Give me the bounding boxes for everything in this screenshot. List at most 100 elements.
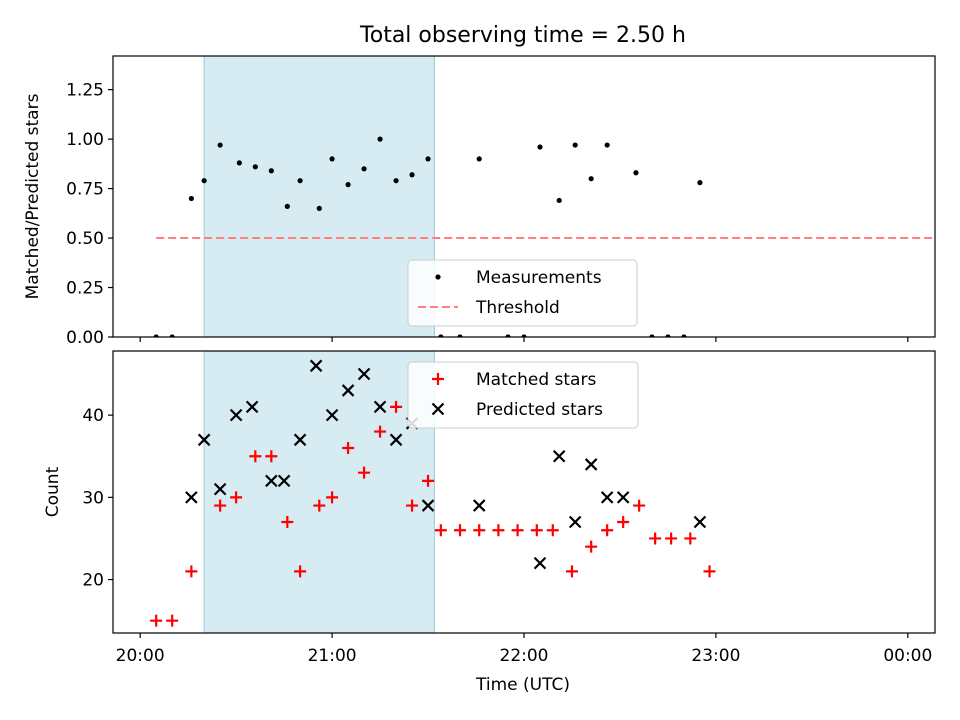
matched-star-point bbox=[565, 565, 578, 578]
matched-star-point bbox=[434, 524, 447, 537]
predicted-star-point bbox=[325, 408, 339, 422]
predicted-star-point bbox=[584, 458, 598, 471]
measurement-point bbox=[438, 334, 444, 337]
predicted-star-point bbox=[185, 491, 198, 504]
legend-box bbox=[407, 361, 639, 429]
predicted-star-point bbox=[421, 499, 435, 512]
measurement-point bbox=[284, 203, 290, 209]
predicted-star-point bbox=[197, 433, 211, 447]
matched-star-point bbox=[511, 524, 524, 537]
predicted-star-point bbox=[552, 449, 566, 463]
y-tick-label: 0.50 bbox=[66, 229, 104, 249]
predicted-star-point bbox=[600, 491, 614, 504]
y-tick-label: 0.75 bbox=[66, 180, 104, 200]
measurement-point bbox=[633, 170, 639, 176]
matched-star-point bbox=[185, 565, 198, 578]
matched-star-point bbox=[166, 614, 179, 627]
legend-marker-measurements bbox=[435, 274, 441, 280]
measurement-point bbox=[425, 156, 431, 162]
matched-star-point bbox=[294, 565, 307, 578]
legend-label-measurements: Measurements bbox=[476, 268, 602, 288]
x-tick-label: 23:00 bbox=[691, 646, 740, 666]
predicted-star-point bbox=[616, 491, 630, 504]
measurement-point bbox=[361, 166, 367, 172]
matched-star-point bbox=[601, 524, 614, 537]
matched-star-point bbox=[358, 466, 371, 479]
predicted-star-point bbox=[389, 433, 403, 447]
y-tick-label: 30 bbox=[82, 488, 104, 508]
measurement-point bbox=[236, 160, 242, 166]
matched-star-point bbox=[326, 491, 339, 504]
predicted-star-point bbox=[568, 515, 582, 529]
matched-star-point bbox=[454, 524, 467, 537]
y-tick-label: 0.25 bbox=[66, 279, 104, 299]
measurement-point bbox=[217, 142, 223, 148]
legend-label-threshold: Threshold bbox=[475, 298, 560, 318]
predicted-star-point bbox=[293, 433, 307, 447]
matched-star-point bbox=[649, 532, 662, 545]
matched-star-point bbox=[633, 499, 646, 512]
measurement-point bbox=[537, 144, 543, 150]
matched-star-point bbox=[684, 532, 697, 545]
measurement-point bbox=[649, 334, 655, 337]
measurement-point bbox=[697, 180, 703, 186]
measurement-point bbox=[588, 176, 594, 182]
x-tick-label: 00:00 bbox=[883, 646, 932, 666]
y-tick-label: 40 bbox=[82, 406, 104, 426]
matched-star-point bbox=[422, 474, 435, 487]
predicted-star-point bbox=[229, 408, 243, 422]
matched-star-point bbox=[265, 450, 278, 463]
measurement-point bbox=[409, 172, 415, 178]
predicted-star-point bbox=[265, 474, 278, 488]
y-axis-label: Count bbox=[43, 466, 63, 517]
chart-title: Total observing time = 2.50 h bbox=[359, 23, 686, 48]
matched-star-point bbox=[406, 499, 419, 512]
measurement-point bbox=[268, 168, 274, 174]
matched-star-point bbox=[150, 614, 163, 627]
matched-star-point bbox=[546, 524, 559, 537]
matched-star-point bbox=[230, 491, 243, 504]
measurement-point bbox=[329, 156, 335, 162]
measurement-point bbox=[297, 178, 303, 184]
legend-marker-predicted bbox=[431, 402, 445, 416]
matched-star-point bbox=[530, 524, 543, 537]
matched-star-point bbox=[214, 499, 227, 512]
predicted-star-point bbox=[533, 556, 547, 570]
measurement-point bbox=[521, 334, 527, 337]
matched-star-point bbox=[617, 516, 630, 529]
bottom-axes: 20304020:0021:0022:0023:0000:0001:0002:0… bbox=[43, 350, 936, 666]
measurement-point bbox=[393, 178, 399, 184]
matched-star-point bbox=[342, 442, 355, 455]
measurement-point bbox=[457, 334, 463, 337]
measurement-point bbox=[556, 197, 562, 204]
measurement-point bbox=[377, 136, 383, 142]
legend-label-matched: Matched stars bbox=[476, 370, 596, 390]
measurement-point bbox=[505, 334, 511, 337]
measurement-point bbox=[153, 334, 159, 337]
matched-star-point bbox=[313, 499, 326, 512]
x-tick-label: 22:00 bbox=[500, 646, 549, 666]
measurement-point bbox=[681, 334, 687, 337]
predicted-star-point bbox=[245, 400, 259, 414]
x-tick-label: 20:00 bbox=[116, 646, 165, 666]
y-tick-label: 1.00 bbox=[66, 130, 104, 150]
measurement-point bbox=[201, 178, 207, 184]
matched-star-point bbox=[585, 540, 598, 553]
legend-label-predicted: Predicted stars bbox=[476, 400, 603, 420]
y-tick-label: 20 bbox=[82, 571, 104, 591]
matched-star-point bbox=[374, 425, 387, 438]
x-tick-label: 21:00 bbox=[308, 646, 357, 666]
legend-box bbox=[407, 259, 638, 327]
predicted-star-point bbox=[693, 515, 707, 529]
y-axis-label: Matched/Predicted stars bbox=[23, 93, 43, 299]
predicted-star-point bbox=[373, 400, 387, 414]
matched-star-point bbox=[390, 400, 403, 413]
predicted-star-point bbox=[277, 474, 291, 488]
shaded-interval bbox=[203, 350, 435, 634]
measurement-point bbox=[665, 334, 671, 337]
predicted-star-point bbox=[341, 384, 355, 397]
measurement-point bbox=[169, 334, 175, 337]
measurement-point bbox=[572, 142, 578, 148]
x-axis-label: Time (UTC) bbox=[475, 675, 570, 695]
